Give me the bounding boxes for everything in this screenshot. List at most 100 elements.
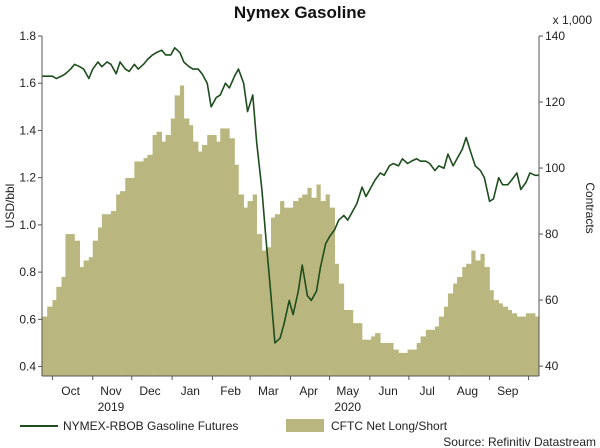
cftc-area-bar (265, 247, 272, 376)
left-axis-label: USD/bbl (3, 184, 17, 229)
left-tick-label: 0.4 (19, 360, 36, 374)
cftc-area-bar (261, 250, 267, 376)
cftc-area-bar (434, 326, 440, 376)
cftc-area-bar (234, 164, 239, 376)
left-axis-ticks: 1.8 1.6 1.4 1.2 1.0 0.8 0.6 0.4 (19, 29, 42, 374)
x-month-label: Oct (61, 384, 80, 398)
right-tick-label: 40 (545, 359, 559, 373)
left-tick-label: 0.8 (19, 265, 36, 279)
cftc-area-bar (393, 349, 399, 376)
cftc-area-bar (352, 323, 358, 376)
cftc-area-bar (238, 194, 244, 376)
x-month-label: Aug (457, 384, 478, 398)
cftc-area-bar (243, 207, 248, 376)
cftc-area-bar (179, 85, 185, 376)
right-tick-label: 100 (545, 161, 565, 175)
cftc-area-bar (274, 214, 281, 376)
cftc-area-bar (338, 283, 345, 376)
cftc-area-bar (110, 210, 117, 376)
cftc-area-bar (52, 300, 57, 376)
cftc-area-bar (83, 260, 90, 376)
cftc-area-bar (165, 135, 172, 376)
cftc-area-bar (116, 194, 121, 376)
x-month-label: Feb (220, 384, 241, 398)
cftc-area-bar (88, 257, 94, 376)
cftc-area-bar (270, 217, 276, 376)
cftc-area-bar (411, 349, 417, 376)
x-axis-ticks: Oct Nov Dec Jan Feb Mar Apr May Jun Jul Aug Sep 2019… (51, 376, 530, 414)
cftc-area-bar (453, 283, 458, 376)
line-series-layer (41, 47, 540, 344)
cftc-area-bar (447, 293, 454, 376)
right-tick-label: 60 (545, 293, 559, 307)
cftc-area-bar (161, 141, 166, 376)
cftc-area-bar (147, 154, 153, 376)
right-axis-multiplier: x 1,000 (553, 13, 593, 27)
rbob-futures-line (42, 47, 539, 344)
cftc-area-bar (70, 234, 75, 376)
cftc-area-bar (283, 207, 290, 376)
cftc-area-bar (225, 128, 230, 376)
cftc-area-bar (371, 336, 376, 376)
cftc-area-bar (129, 177, 135, 376)
cftc-area-bar (192, 141, 199, 376)
x-month-label: May (336, 384, 359, 398)
cftc-area-bar (475, 260, 481, 376)
x-month-label: Mar (258, 384, 279, 398)
cftc-area-bar (56, 286, 62, 376)
cftc-area-bar (47, 306, 53, 376)
cftc-area-bar (535, 316, 540, 376)
cftc-area-bar (471, 250, 476, 376)
cftc-area-bar (425, 329, 431, 376)
cftc-area-bar (329, 207, 336, 376)
cftc-area-bar (256, 234, 263, 376)
cftc-area-bar (529, 313, 536, 376)
x-month-label: Jun (378, 384, 397, 398)
legend: NYMEX-RBOB Gasoline Futures CFTC Net Lon… (20, 419, 448, 433)
cftc-area-bar (143, 158, 148, 376)
legend-label-cftc: CFTC Net Long/Short (331, 419, 448, 433)
cftc-area-bar (198, 151, 203, 376)
cftc-area-bar (511, 313, 518, 376)
cftc-area-bar (502, 306, 509, 376)
cftc-area-bar (429, 329, 436, 376)
cftc-area-bar (101, 214, 108, 376)
cftc-area-bar (402, 352, 408, 376)
cftc-area-bar (343, 309, 349, 376)
cftc-area-bar (525, 313, 531, 376)
cftc-area-bar (398, 352, 403, 376)
cftc-area-bar (92, 240, 99, 376)
cftc-area-bar (489, 290, 494, 376)
cftc-area-bar (207, 135, 212, 376)
cftc-area-bar (320, 201, 326, 376)
x-month-label: Jul (419, 384, 434, 398)
x-month-label: Nov (100, 384, 121, 398)
cftc-area-bar (170, 118, 175, 377)
left-tick-label: 1.2 (19, 171, 36, 185)
cftc-area-bar (466, 263, 472, 376)
legend-label-futures: NYMEX-RBOB Gasoline Futures (63, 419, 238, 433)
cftc-area-bar (493, 300, 499, 376)
cftc-area-bar (134, 161, 139, 376)
right-tick-label: 120 (545, 95, 565, 109)
cftc-area-bar (156, 131, 162, 376)
cftc-area-bar (211, 135, 217, 376)
cftc-area-bar (438, 316, 445, 376)
cftc-area-bar (220, 128, 226, 376)
cftc-area-bar (247, 201, 254, 376)
cftc-area-bar (183, 118, 190, 377)
legend-area-swatch (286, 419, 324, 432)
cftc-area-bar (280, 201, 285, 376)
cftc-area-bar (229, 138, 235, 376)
cftc-area-bar (520, 316, 527, 376)
x-month-label: Apr (299, 384, 318, 398)
cftc-area-bar (380, 342, 385, 376)
source-note: Source: Refinitiv Datastream (443, 435, 596, 448)
cftc-area-bar (298, 197, 303, 376)
area-series-layer (42, 85, 540, 377)
cftc-area-bar (480, 253, 485, 376)
cftc-area-bar (42, 316, 48, 376)
x-month-label: Sep (497, 384, 519, 398)
cftc-area-bar (107, 214, 112, 376)
cftc-area-bar (365, 339, 372, 376)
